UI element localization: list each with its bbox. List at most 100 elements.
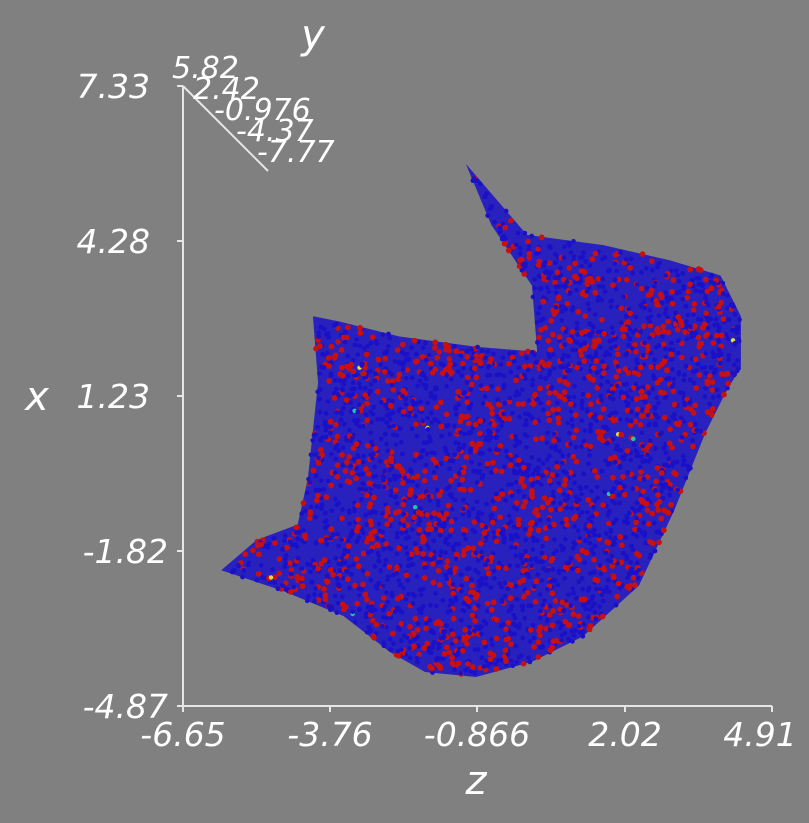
data-point — [314, 504, 320, 510]
data-point — [339, 555, 345, 560]
data-point — [447, 361, 454, 367]
data-point — [343, 329, 348, 335]
data-point — [338, 483, 344, 489]
data-point — [488, 405, 495, 412]
data-point — [467, 487, 474, 493]
data-point — [349, 571, 354, 577]
data-point — [356, 381, 362, 386]
data-point — [333, 496, 338, 502]
data-point — [629, 418, 634, 424]
data-point — [280, 583, 285, 588]
data-point — [574, 340, 580, 346]
data-point — [565, 420, 570, 426]
data-point — [603, 550, 609, 556]
data-point — [550, 638, 556, 645]
data-point — [360, 471, 365, 477]
data-point — [453, 597, 459, 603]
data-point — [618, 250, 623, 255]
data-point — [490, 652, 497, 658]
data-point — [399, 647, 404, 652]
data-point — [704, 300, 709, 305]
data-point — [493, 494, 500, 501]
data-point — [520, 401, 526, 407]
data-point — [587, 606, 593, 612]
data-point — [536, 311, 541, 316]
data-point — [647, 307, 653, 313]
data-point — [634, 412, 640, 418]
data-point — [590, 365, 597, 371]
data-point — [299, 566, 305, 571]
data-point — [622, 382, 627, 387]
data-point — [454, 556, 459, 562]
data-point — [578, 352, 584, 358]
data-point — [546, 390, 553, 396]
data-point — [648, 364, 654, 370]
data-point — [735, 358, 740, 363]
data-point — [610, 474, 616, 481]
data-point — [466, 513, 472, 519]
data-point — [426, 649, 432, 655]
data-point — [579, 418, 584, 423]
data-point — [665, 314, 670, 320]
data-point — [368, 521, 375, 528]
data-point — [388, 647, 394, 653]
data-point — [336, 543, 341, 549]
data-point — [463, 536, 469, 542]
data-point — [579, 291, 586, 297]
data-point — [475, 344, 480, 350]
data-point — [398, 593, 404, 600]
data-point — [579, 264, 584, 269]
data-point — [509, 354, 516, 361]
data-point — [670, 460, 675, 466]
data-point — [452, 423, 457, 429]
data-point — [628, 560, 633, 565]
data-point — [669, 357, 674, 362]
data-point — [522, 615, 527, 621]
data-point — [307, 480, 313, 485]
data-point — [412, 593, 417, 599]
data-point — [658, 470, 665, 476]
data-point — [308, 504, 314, 510]
data-point — [428, 526, 435, 532]
data-point — [639, 270, 644, 275]
data-point — [523, 537, 528, 543]
data-point — [670, 367, 675, 372]
data-point — [489, 410, 496, 417]
data-point — [384, 378, 391, 384]
data-point — [575, 506, 580, 512]
data-point — [271, 536, 277, 541]
data-point — [714, 387, 720, 393]
data-point — [436, 492, 443, 499]
data-point — [633, 349, 639, 355]
data-point — [443, 572, 448, 578]
data-point — [488, 637, 494, 642]
data-point — [365, 443, 371, 449]
data-point — [466, 431, 472, 436]
data-point — [481, 639, 488, 646]
data-point — [570, 453, 576, 460]
data-point — [546, 477, 553, 484]
data-point — [321, 586, 327, 592]
data-point — [618, 305, 624, 312]
data-point — [673, 310, 678, 316]
data-point — [430, 561, 436, 567]
data-point — [500, 355, 506, 360]
data-point — [716, 394, 721, 399]
data-point — [412, 637, 418, 642]
data-point — [450, 615, 457, 622]
data-point — [363, 412, 369, 418]
data-point — [471, 468, 476, 474]
data-point — [586, 600, 592, 605]
data-point — [464, 395, 470, 400]
data-point — [473, 568, 478, 573]
data-point — [573, 494, 579, 500]
data-point — [387, 467, 393, 472]
data-point — [529, 563, 534, 569]
data-point — [725, 385, 730, 391]
data-point — [653, 446, 658, 451]
data-point — [492, 219, 497, 225]
data-point — [546, 517, 551, 522]
data-point — [424, 640, 431, 647]
